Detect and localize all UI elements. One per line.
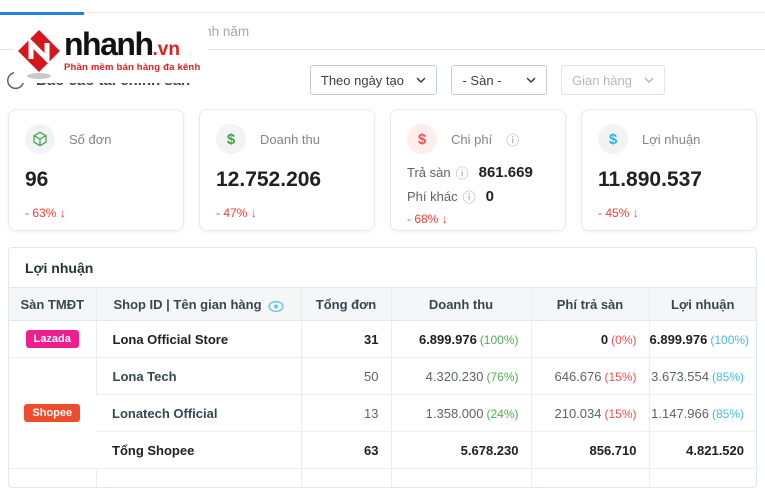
col-revenue: Doanh thu — [390, 287, 531, 321]
costs-dollar-icon: $ — [407, 124, 437, 154]
filter-shop-placeholder: Gian hàng — [572, 72, 632, 88]
down-arrow-icon: ↓ — [59, 206, 66, 220]
info-icon[interactable]: ⓘ — [455, 166, 469, 181]
col-platform: Sàn TMĐT — [9, 287, 96, 321]
filter-date-type[interactable]: Theo ngày tạo — [309, 65, 437, 95]
shop-name: Lona Official Store — [95, 320, 301, 358]
brand-name: nhanh — [64, 26, 154, 62]
fee-cell: 0 (0%) — [530, 320, 649, 358]
profit-label: Lợi nhuận — [642, 131, 701, 147]
shop-name: Tổng Shopee — [96, 431, 301, 469]
cost-row-platform-fee: Trả sàn ⓘ 861.669 — [407, 164, 533, 181]
info-icon[interactable]: ⓘ — [506, 132, 520, 148]
shop-name: Lona Tech — [95, 357, 301, 395]
eye-icon[interactable] — [267, 300, 284, 312]
profit-table-section: Lợi nhuận Sàn TMĐT Shop ID | Tên gian hà… — [8, 247, 757, 488]
col-orders: Tổng đơn — [300, 287, 391, 321]
profit-table: Sàn TMĐT Shop ID | Tên gian hàng Tổng đơ… — [9, 287, 756, 487]
revenue-value: 12.752.206 — [216, 168, 322, 191]
revenue-delta: - 47% ↓ — [216, 206, 257, 220]
chevron-down-icon — [644, 77, 654, 83]
platform-fee-value: 861.669 — [478, 164, 533, 181]
orders-cell: 63 — [300, 431, 391, 469]
profit-cell: 4.821.520 — [648, 431, 756, 469]
orders-cell: 50 — [300, 357, 391, 395]
profit-cell: 6.899.976 (100%) — [648, 320, 756, 358]
col-fee: Phí trả sàn — [530, 287, 649, 321]
costs-label: Chi phí — [451, 131, 493, 147]
platform-cell: Shopee — [9, 357, 96, 469]
cost-row-other-fee: Phí khác ⓘ 0 — [407, 188, 494, 205]
brand-logo: nhanh .vn Phần mềm bán hàng đa kênh — [14, 25, 209, 83]
filter-platform-value: - Sàn - — [462, 72, 502, 88]
down-arrow-icon: ↓ — [441, 212, 448, 226]
orders-label: Số đơn — [69, 131, 112, 147]
orders-cell: 31 — [300, 320, 391, 358]
stat-cards: Số đơn 96 - 63% ↓ $ Doanh thu 12.752.206… — [8, 109, 757, 231]
fee-cell: 646.676 (15%) — [530, 357, 649, 395]
table-title: Lợi nhuận — [25, 260, 94, 276]
platform-cell: Lazada — [9, 320, 96, 358]
filter-date-type-value: Theo ngày tạo — [320, 72, 404, 88]
revenue-cell: 1.358.000 (24%) — [390, 394, 531, 432]
revenue-cell: 4.320.230 (76%) — [390, 357, 531, 395]
table-row-shopee-total: Tổng Shopee 63 5.678.230 856.710 4.821.5… — [9, 431, 756, 469]
chevron-down-icon — [416, 77, 426, 83]
table-row-lonatech-official: Lonatech Official 13 1.358.000 (24%) 210.… — [9, 394, 756, 432]
filter-shop[interactable]: Gian hàng — [561, 65, 665, 95]
profit-cell: 1.147.966 (85%) — [648, 394, 756, 432]
info-icon[interactable]: ⓘ — [462, 190, 476, 205]
orders-cube-icon — [25, 124, 55, 154]
brand-diamond-icon — [18, 30, 60, 79]
orders-delta: - 63% ↓ — [25, 206, 66, 220]
shop-name: Lonatech Official — [96, 394, 301, 432]
stat-card-costs: $ Chi phí ⓘ Trả sàn ⓘ 861.669 Phí khác ⓘ… — [390, 109, 566, 231]
chevron-down-icon — [525, 77, 536, 83]
col-shop: Shop ID | Tên gian hàng — [95, 287, 301, 321]
down-arrow-icon: ↓ — [250, 206, 257, 220]
revenue-cell: 5.678.230 — [390, 431, 531, 469]
profit-delta: - 45% ↓ — [598, 206, 639, 220]
profit-cell: 3.673.554 (85%) — [648, 357, 756, 395]
profit-value: 11.890.537 — [598, 168, 702, 191]
orders-cell: 13 — [300, 394, 391, 432]
stat-card-profit: $ Lợi nhuận 11.890.537 - 45% ↓ — [581, 109, 757, 231]
filter-platform[interactable]: - Sàn - — [451, 65, 547, 95]
fee-cell: 856.710 — [530, 431, 649, 469]
stat-card-orders: Số đơn 96 - 63% ↓ — [8, 109, 184, 231]
revenue-dollar-icon: $ — [216, 124, 246, 154]
fee-cell: 210.034 (15%) — [530, 394, 649, 432]
stat-card-revenue: $ Doanh thu 12.752.206 - 47% ↓ — [199, 109, 375, 231]
costs-delta: - 68% ↓ — [407, 212, 448, 226]
brand-domain: .vn — [152, 39, 180, 60]
filter-group: Theo ngày tạo - Sàn - Gian hàng — [309, 65, 665, 95]
brand-tagline: Phần mềm bán hàng đa kênh — [64, 62, 201, 73]
table-row-lazada-store: Lazada Lona Official Store 31 6.899.976(… — [9, 320, 756, 358]
profit-dollar-icon: $ — [598, 124, 628, 154]
table-row-lona-tech: Shopee Lona Tech 50 4.320.230 (76%) 646.6… — [9, 357, 756, 469]
revenue-label: Doanh thu — [260, 131, 320, 147]
orders-value: 96 — [25, 168, 49, 191]
other-fee-value: 0 — [485, 188, 494, 205]
revenue-cell: 6.899.976 (100%) — [390, 320, 531, 358]
down-arrow-icon: ↓ — [632, 206, 639, 220]
shopee-badge: Shopee — [24, 404, 81, 422]
lazada-badge: Lazada — [25, 330, 79, 348]
table-header-row: Sàn TMĐT Shop ID | Tên gian hàng Tổng đơ… — [9, 287, 756, 321]
col-profit: Lợi nhuận — [648, 287, 756, 321]
